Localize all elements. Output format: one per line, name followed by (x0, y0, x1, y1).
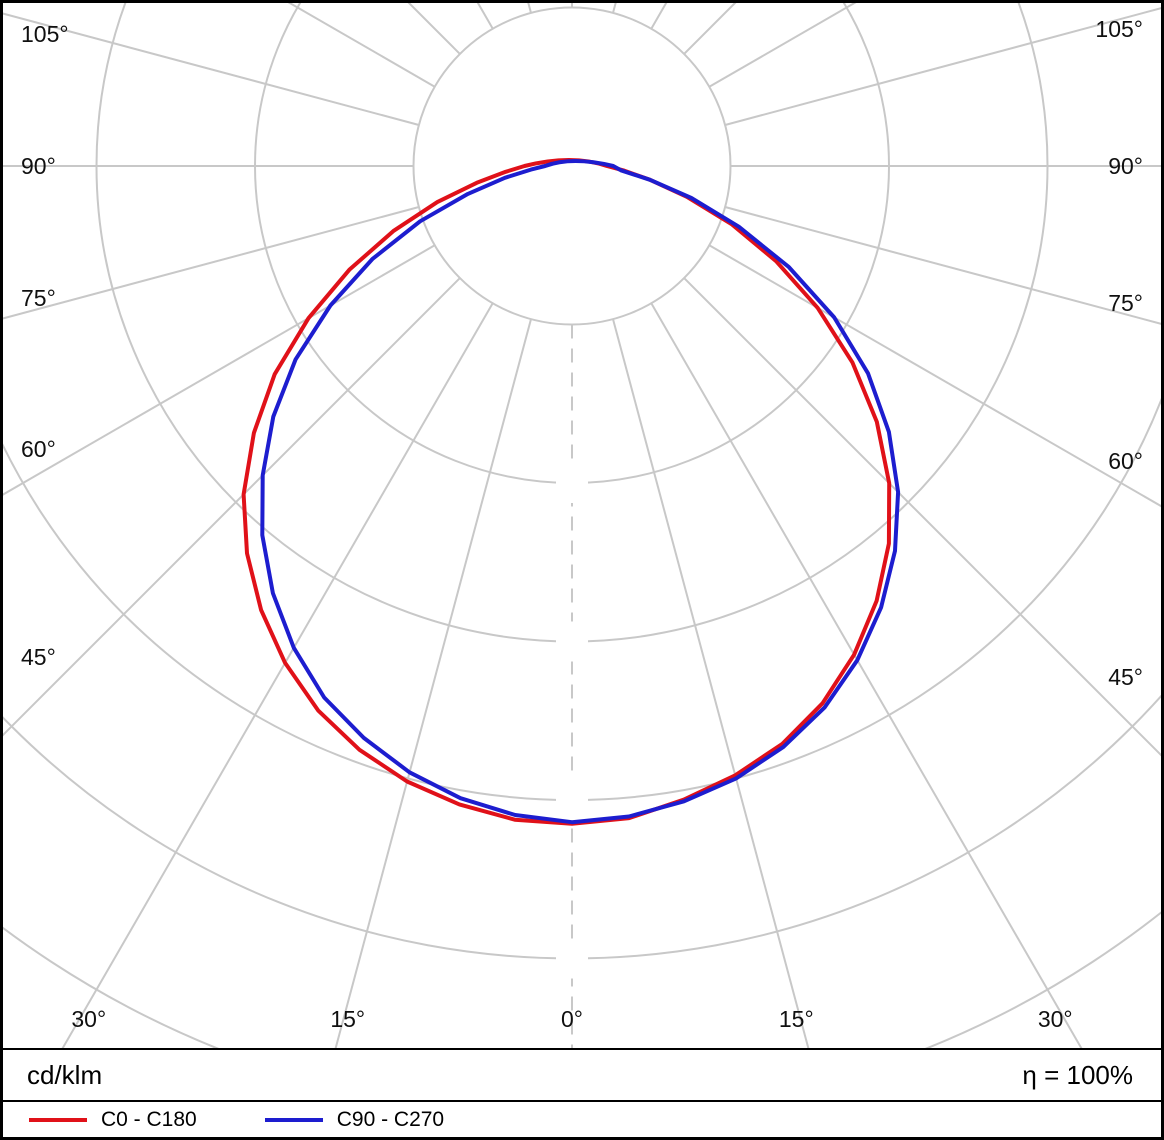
angle-tick-label: 60° (21, 436, 56, 463)
polar-chart-svg (3, 3, 1161, 1048)
angle-tick-label: 45° (21, 644, 56, 670)
angle-tick-label: 105° (1095, 16, 1143, 43)
polar-plot-area: 0° 15° 15° 30° 30° 45° 45° 60° 60° 75° 75° 90° 90° 10… (3, 3, 1161, 1050)
angle-tick-label: 90° (21, 153, 56, 179)
legend-swatch-c0-c180 (29, 1118, 87, 1122)
legend-swatch-c90-c270 (264, 1118, 323, 1122)
angle-tick-label: 75° (1108, 289, 1143, 316)
legend: C0 - C180 C90 - C270 (3, 1100, 1161, 1137)
footer: cd/klm η = 100% C0 - C180 C90 - C270 (3, 1050, 1161, 1137)
angle-tick-label: 60° (1108, 448, 1143, 475)
legend-label-c0-c180: C0 - C180 (101, 1108, 197, 1131)
legend-label-c90-c270: C90 - C270 (336, 1108, 445, 1131)
angle-tick-label: 15° (778, 1006, 814, 1032)
angle-tick-label: 75° (21, 284, 56, 311)
unit-label: cd/klm (27, 1059, 103, 1090)
footer-top-row: cd/klm η = 100% (3, 1050, 1161, 1100)
angle-tick-label: 30° (1037, 1006, 1073, 1032)
angle-tick-label: 105° (21, 21, 69, 48)
angle-tick-label: 30° (71, 1006, 107, 1032)
curve-c90-c270 (260, 159, 901, 825)
efficiency-label: η = 100% (1022, 1059, 1133, 1090)
angle-tick-label: 45° (1108, 664, 1143, 690)
angle-tick-label: 90° (1108, 153, 1143, 179)
angle-tick-label: 0° (561, 1006, 583, 1032)
angle-tick-label: 15° (330, 1006, 366, 1032)
